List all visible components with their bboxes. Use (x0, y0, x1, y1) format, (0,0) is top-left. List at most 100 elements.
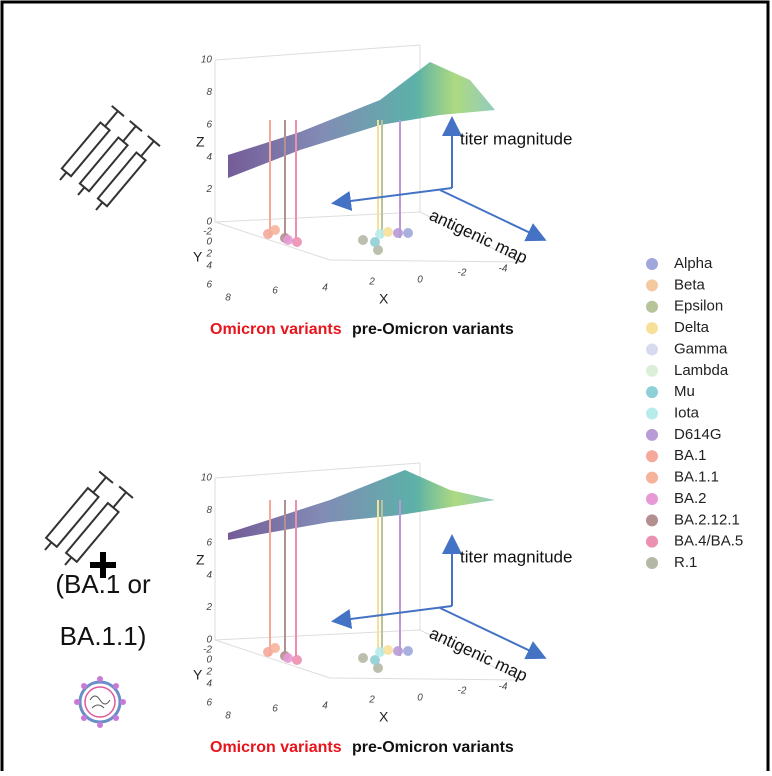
legend-label: Iota (674, 404, 700, 421)
legend-label: BA.1 (674, 447, 707, 464)
y-axis-label: Y (193, 667, 203, 683)
z-tick-label: 2 (205, 184, 212, 195)
legend-label: Gamma (674, 340, 728, 357)
syringe-icon (44, 470, 134, 566)
variant-point (403, 646, 413, 656)
y-tick-label: 4 (206, 679, 212, 690)
legend-marker (646, 514, 658, 527)
side-text: (BA.1 or (55, 569, 151, 599)
variant-point (358, 235, 368, 245)
variant-point (292, 237, 302, 247)
arrow (439, 189, 547, 242)
x-axis-label: X (379, 291, 389, 307)
z-tick-label: 10 (201, 55, 213, 66)
plus-sign (90, 552, 116, 578)
legend-label: BA.2 (674, 490, 707, 507)
legend-marker (646, 557, 658, 570)
legend-label: Delta (674, 319, 710, 336)
z-tick-label: 8 (206, 505, 212, 516)
variant-point (383, 227, 393, 237)
legend-label: D614G (674, 426, 722, 443)
x-tick-label: -2 (458, 268, 467, 279)
legend-marker (646, 471, 658, 484)
legend-label: R.1 (674, 554, 697, 571)
x-tick-label: 2 (368, 695, 375, 706)
variant-point (283, 235, 293, 245)
response-surface (228, 470, 495, 540)
y-tick-label: 6 (206, 698, 212, 709)
z-tick-label: 4 (206, 152, 212, 163)
legend-label: BA.4/BA.5 (674, 533, 743, 550)
z-tick-label: 6 (206, 537, 212, 548)
variant-point (292, 655, 302, 665)
x-tick-label: -2 (458, 686, 467, 697)
x-tick-label: 8 (225, 711, 231, 722)
legend-label: Beta (674, 276, 706, 293)
variant-point (393, 228, 403, 238)
z-axis-label: Z (196, 134, 205, 150)
arrow-label: antigenic map (426, 623, 530, 685)
x-tick-label: 6 (272, 704, 278, 715)
group-label: Omicron variants (210, 321, 342, 338)
legend-label: BA.1.1 (674, 469, 719, 486)
arrow-label: titer magnitude (460, 547, 572, 566)
z-tick-label: 8 (206, 87, 212, 98)
legend-marker (646, 450, 658, 463)
variant-point (393, 646, 403, 656)
legend-label: Epsilon (674, 298, 723, 315)
z-tick-label: 4 (206, 570, 212, 581)
z-tick-label: 0 (206, 635, 212, 646)
legend-label: Lambda (674, 362, 729, 379)
group-label: pre-Omicron variants (352, 321, 514, 338)
virus-icon (74, 676, 126, 728)
z-tick-label: 10 (201, 473, 213, 484)
grid-line (214, 462, 421, 479)
variant-point (373, 245, 383, 255)
y-tick-label: 4 (206, 261, 212, 272)
legend-marker (646, 258, 658, 270)
y-tick-label: -2 (203, 645, 212, 656)
arrow (331, 605, 453, 629)
x-tick-label: 0 (417, 275, 423, 286)
grid-line (329, 259, 521, 263)
legend-marker (646, 428, 658, 441)
legend-label: BA.2.12.1 (674, 511, 740, 528)
y-tick-label: 6 (206, 280, 212, 291)
variant-point (370, 655, 380, 665)
legend-marker (646, 343, 658, 356)
variant-point (375, 647, 385, 657)
legend-marker (646, 535, 658, 548)
y-tick-label: 2 (205, 667, 212, 678)
legend-marker (646, 492, 658, 505)
variant-point (283, 653, 293, 663)
x-tick-label: 0 (417, 693, 423, 704)
x-tick-label: 2 (368, 277, 375, 288)
variant-point (270, 225, 280, 235)
legend-marker (646, 364, 658, 377)
group-label: Omicron variants (210, 739, 342, 756)
z-tick-label: 0 (206, 217, 212, 228)
variant-point (270, 643, 280, 653)
legend-marker (646, 386, 658, 399)
variant-point (373, 663, 383, 673)
grid-line (214, 44, 421, 61)
y-tick-label: -2 (203, 227, 212, 238)
grid-line (214, 211, 421, 223)
y-axis-label: Y (193, 249, 203, 265)
variant-point (383, 645, 393, 655)
grid-line (419, 629, 521, 681)
z-tick-label: 2 (205, 602, 212, 613)
response-surface (228, 62, 495, 178)
x-axis-label: X (379, 709, 389, 725)
arrow (439, 607, 547, 660)
variant-point (403, 228, 413, 238)
legend-marker (646, 300, 658, 313)
legend-marker (646, 407, 658, 420)
syringe-icon (59, 105, 161, 211)
z-axis-label: Z (196, 552, 205, 568)
legend-marker (646, 279, 658, 292)
